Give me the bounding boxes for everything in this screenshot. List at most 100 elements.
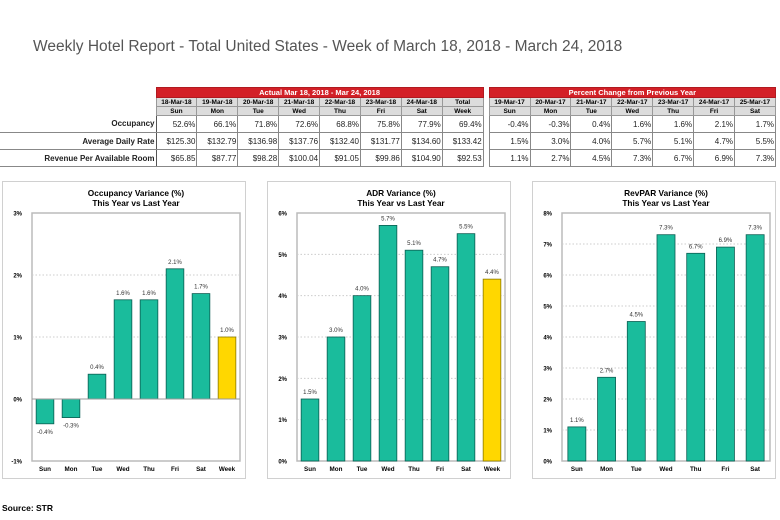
change-cell: 7.3% [611, 149, 654, 167]
change-cell: 1.5% [488, 132, 531, 150]
data-label: 7.3% [659, 226, 673, 232]
x-tick-label: Fri [171, 466, 179, 473]
date-header: 19-Mar-18 [196, 97, 239, 107]
bar-sun [300, 398, 320, 462]
x-tick-label: Sat [750, 466, 761, 473]
y-tick-label: -1% [11, 460, 22, 466]
x-tick-label: Fri [721, 466, 729, 473]
blank-cell [0, 87, 156, 98]
change-cell: -0.3% [529, 115, 572, 133]
spacer [483, 115, 490, 133]
x-tick-label: Wed [659, 466, 672, 473]
change-cell: 1.7% [734, 115, 776, 133]
value-cell: $91.05 [319, 149, 361, 167]
value-cell: 72.6% [278, 115, 321, 133]
table-row: Average Daily Rate $125.30 $132.79 $136.98 $… [0, 132, 776, 150]
day-header: Wed [611, 106, 654, 116]
date-header: 24-Mar-17 [693, 97, 735, 107]
x-tick-label: Tue [92, 466, 103, 473]
value-cell: $131.77 [359, 132, 402, 150]
change-cell: 7.3% [734, 149, 776, 167]
y-tick-label: 4% [278, 294, 287, 300]
value-cell: $92.53 [441, 149, 484, 167]
day-header: Fri [693, 106, 735, 116]
data-label: 4.7% [433, 258, 447, 264]
value-cell: $132.40 [319, 132, 361, 150]
x-tick-label: Thu [143, 466, 155, 473]
revpar-variance-chart: RevPAR Variance (%)This Year vs Last Yea… [543, 188, 771, 473]
chart-title: ADR Variance (%) [366, 188, 436, 198]
data-label: 6.7% [689, 244, 703, 250]
x-tick-label: Mon [330, 466, 343, 473]
y-tick-label: 1% [13, 336, 22, 342]
date-header: 22-Mar-18 [319, 97, 361, 107]
table-row: Actual Mar 18, 2018 - Mar 24, 2018 Percen… [0, 87, 777, 98]
bar-thu [404, 249, 424, 462]
value-cell: $104.90 [400, 149, 443, 167]
date-header: 23-Mar-17 [652, 97, 695, 107]
x-tick-label: Sat [196, 466, 207, 473]
value-cell: 69.4% [441, 115, 484, 133]
data-label: 0.4% [90, 365, 104, 371]
x-tick-label: Wed [116, 466, 129, 473]
day-header: Thu [652, 106, 695, 116]
bar-sat [191, 293, 211, 400]
change-cell: 1.6% [652, 115, 695, 133]
x-tick-label: Wed [381, 466, 394, 473]
bar-mon [61, 398, 81, 419]
y-tick-label: 1% [543, 429, 552, 435]
percent-change-header: Percent Change from Previous Year [488, 87, 777, 98]
change-cell: 6.7% [652, 149, 695, 167]
table-row: Occupancy 52.6% 66.1% 71.8% 72.6% 68.8% 75.8% 7… [0, 115, 776, 133]
y-tick-label: 3% [543, 367, 552, 373]
bar-week [482, 278, 502, 462]
date-header: 21-Mar-17 [570, 97, 613, 107]
change-cell: -0.4% [488, 115, 531, 133]
value-cell: $134.60 [400, 132, 443, 150]
date-header: 21-Mar-18 [278, 97, 321, 107]
bar-fri [430, 266, 450, 462]
date-header: 22-Mar-17 [611, 97, 654, 107]
value-cell: $133.42 [441, 132, 484, 150]
y-tick-label: 0% [278, 460, 287, 466]
day-header: Sat [400, 106, 443, 116]
hotel-stats-table: Actual Mar 18, 2018 - Mar 24, 2018 Percen… [0, 87, 777, 167]
date-header: 23-Mar-18 [359, 97, 402, 107]
x-tick-label: Week [219, 466, 236, 473]
day-header: Mon [529, 106, 572, 116]
change-cell: 4.5% [570, 149, 613, 167]
blank-cell [0, 97, 156, 107]
change-cell: 2.7% [529, 149, 572, 167]
x-tick-label: Sat [461, 466, 472, 473]
y-tick-label: 6% [278, 212, 287, 218]
y-tick-label: 0% [13, 398, 22, 404]
data-label: 4.5% [629, 313, 643, 319]
x-tick-label: Thu [690, 466, 702, 473]
spacer [483, 149, 490, 167]
x-tick-label: Sun [304, 466, 316, 473]
spacer [483, 87, 490, 98]
change-cell: 4.7% [693, 132, 735, 150]
change-cell: 1.6% [611, 115, 654, 133]
y-tick-label: 5% [543, 305, 552, 311]
value-cell: $125.30 [155, 132, 198, 150]
data-label: -0.4% [37, 430, 53, 436]
x-tick-label: Tue [357, 466, 368, 473]
value-cell: $100.04 [278, 149, 321, 167]
row-label: Average Daily Rate [0, 132, 157, 150]
revpar-chart-panel: RevPAR Variance (%) This Year vs Last Yea… [532, 181, 776, 479]
value-cell: 77.9% [400, 115, 443, 133]
value-cell: $87.77 [196, 149, 239, 167]
occupancy-chart-panel: Occupancy Variance (%) This Year vs Last … [2, 181, 246, 479]
bar-mon [597, 376, 616, 462]
bar-sat [745, 234, 765, 462]
change-cell: 3.0% [529, 132, 572, 150]
y-tick-label: 2% [543, 398, 552, 404]
bar-week [217, 336, 237, 400]
bar-fri [716, 246, 735, 462]
value-cell: $137.76 [278, 132, 321, 150]
day-header: Week [441, 106, 484, 116]
bar-sun [35, 398, 55, 425]
x-tick-label: Thu [408, 466, 420, 473]
value-cell: $136.98 [237, 132, 280, 150]
